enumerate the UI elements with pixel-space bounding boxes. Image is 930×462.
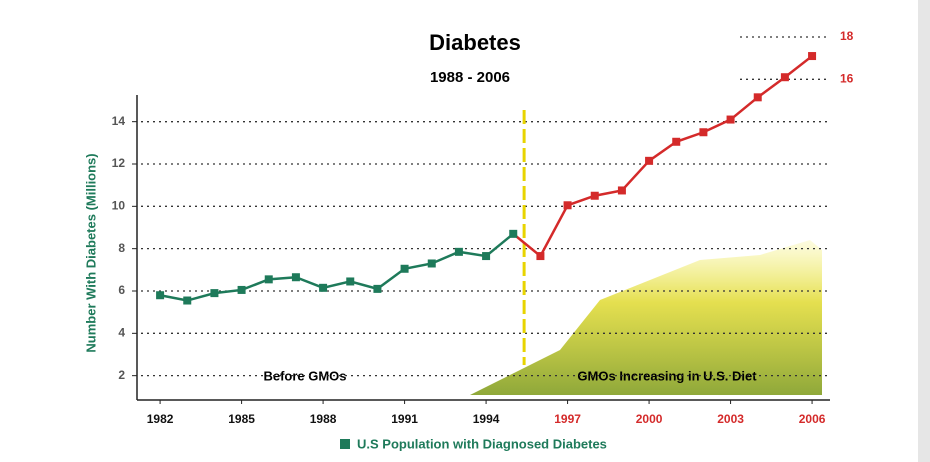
- x-tick-label: 1991: [391, 412, 418, 426]
- x-tick-label: 2006: [799, 412, 826, 426]
- point: [183, 296, 192, 305]
- x-tick-label: 1985: [228, 412, 255, 426]
- point: [210, 289, 219, 298]
- point: [156, 291, 165, 300]
- point: [780, 73, 789, 82]
- point: [808, 52, 817, 61]
- point: [482, 252, 491, 261]
- connector: [512, 232, 542, 258]
- x-tick-label: 1988: [310, 412, 337, 426]
- y-tick-label: 4: [118, 325, 125, 339]
- point: [726, 115, 735, 124]
- y2-tick-label: 18: [840, 29, 854, 43]
- point: [427, 259, 436, 268]
- x-tick-label: 2003: [717, 412, 744, 426]
- x-tick-label: 2000: [636, 412, 663, 426]
- y-tick-label: 2: [118, 368, 125, 382]
- chart-title: Diabetes: [429, 30, 521, 55]
- chart-subtitle: 1988 - 2006: [430, 69, 510, 86]
- x-tick-label: 1982: [147, 412, 174, 426]
- point: [237, 285, 246, 294]
- series-line: [159, 232, 515, 302]
- x-tick-label: 1994: [473, 412, 500, 426]
- point: [319, 283, 328, 292]
- y-tick-label: 8: [118, 241, 125, 255]
- point: [400, 264, 409, 273]
- y-axis-label: Number With Diabetes (Millions): [83, 153, 98, 352]
- legend-label: U.S Population with Diagnosed Diabetes: [357, 436, 607, 451]
- point: [454, 247, 463, 256]
- x-tick-label: 1997: [554, 412, 581, 426]
- point: [590, 191, 599, 200]
- y-tick-label: 12: [112, 156, 126, 170]
- y-tick-label: 6: [118, 283, 125, 297]
- point: [699, 128, 708, 137]
- y2-tick-label: 16: [840, 72, 854, 86]
- annotation: GMOs Increasing in U.S. Diet: [577, 368, 757, 383]
- point: [536, 252, 545, 261]
- point: [346, 277, 355, 286]
- frame-edge: [918, 0, 930, 462]
- y-tick-label: 10: [112, 199, 126, 213]
- point: [645, 156, 654, 165]
- point: [672, 137, 681, 146]
- point: [617, 186, 626, 195]
- point: [563, 201, 572, 210]
- legend-swatch: [340, 439, 350, 449]
- y-tick-label: 14: [112, 114, 126, 128]
- point: [291, 273, 300, 282]
- point: [373, 284, 382, 293]
- series-line: [539, 55, 813, 257]
- grass-image: [470, 240, 822, 395]
- point: [264, 275, 273, 284]
- point: [753, 93, 762, 102]
- point: [509, 229, 518, 238]
